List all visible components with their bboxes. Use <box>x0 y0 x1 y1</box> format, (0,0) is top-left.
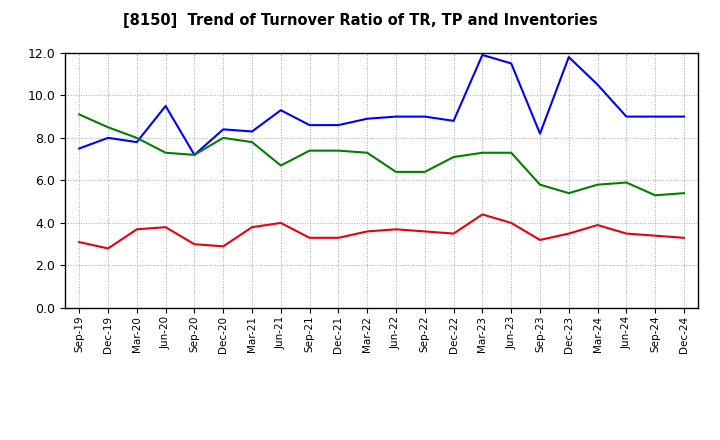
Trade Payables <box>622 114 631 119</box>
Inventories <box>248 139 256 145</box>
Inventories <box>478 150 487 155</box>
Inventories <box>680 191 688 196</box>
Trade Payables <box>305 122 314 128</box>
Trade Receivables <box>622 231 631 236</box>
Inventories <box>420 169 429 175</box>
Trade Receivables <box>593 223 602 228</box>
Trade Receivables <box>276 220 285 226</box>
Inventories <box>75 112 84 117</box>
Trade Payables <box>449 118 458 124</box>
Trade Receivables <box>334 235 343 240</box>
Inventories <box>449 154 458 160</box>
Trade Receivables <box>132 227 141 232</box>
Trade Payables <box>104 135 112 140</box>
Trade Receivables <box>449 231 458 236</box>
Trade Payables <box>536 131 544 136</box>
Trade Receivables <box>161 224 170 230</box>
Inventories <box>564 191 573 196</box>
Inventories <box>392 169 400 175</box>
Line: Trade Receivables: Trade Receivables <box>79 214 684 249</box>
Inventories <box>334 148 343 153</box>
Trade Payables <box>132 139 141 145</box>
Inventories <box>536 182 544 187</box>
Inventories <box>363 150 372 155</box>
Trade Payables <box>651 114 660 119</box>
Trade Payables <box>564 55 573 60</box>
Trade Payables <box>680 114 688 119</box>
Trade Payables <box>219 127 228 132</box>
Trade Payables <box>75 146 84 151</box>
Trade Receivables <box>507 220 516 226</box>
Trade Receivables <box>536 237 544 242</box>
Inventories <box>104 125 112 130</box>
Trade Receivables <box>363 229 372 234</box>
Trade Payables <box>363 116 372 121</box>
Trade Payables <box>507 61 516 66</box>
Trade Receivables <box>392 227 400 232</box>
Trade Receivables <box>104 246 112 251</box>
Trade Payables <box>190 152 199 158</box>
Trade Payables <box>161 103 170 109</box>
Trade Payables <box>478 52 487 58</box>
Inventories <box>651 193 660 198</box>
Trade Receivables <box>219 244 228 249</box>
Trade Payables <box>392 114 400 119</box>
Trade Receivables <box>305 235 314 240</box>
Trade Receivables <box>478 212 487 217</box>
Trade Receivables <box>248 224 256 230</box>
Trade Receivables <box>651 233 660 238</box>
Inventories <box>622 180 631 185</box>
Trade Receivables <box>564 231 573 236</box>
Trade Payables <box>334 122 343 128</box>
Inventories <box>305 148 314 153</box>
Trade Receivables <box>190 242 199 247</box>
Trade Receivables <box>680 235 688 240</box>
Inventories <box>276 163 285 168</box>
Trade Payables <box>248 129 256 134</box>
Inventories <box>507 150 516 155</box>
Trade Payables <box>593 82 602 87</box>
Inventories <box>161 150 170 155</box>
Inventories <box>219 135 228 140</box>
Trade Receivables <box>75 239 84 245</box>
Line: Inventories: Inventories <box>79 114 684 195</box>
Inventories <box>190 152 199 158</box>
Text: [8150]  Trend of Turnover Ratio of TR, TP and Inventories: [8150] Trend of Turnover Ratio of TR, TP… <box>122 13 598 28</box>
Line: Trade Payables: Trade Payables <box>79 55 684 155</box>
Inventories <box>132 135 141 140</box>
Trade Payables <box>276 107 285 113</box>
Trade Receivables <box>420 229 429 234</box>
Inventories <box>593 182 602 187</box>
Trade Payables <box>420 114 429 119</box>
